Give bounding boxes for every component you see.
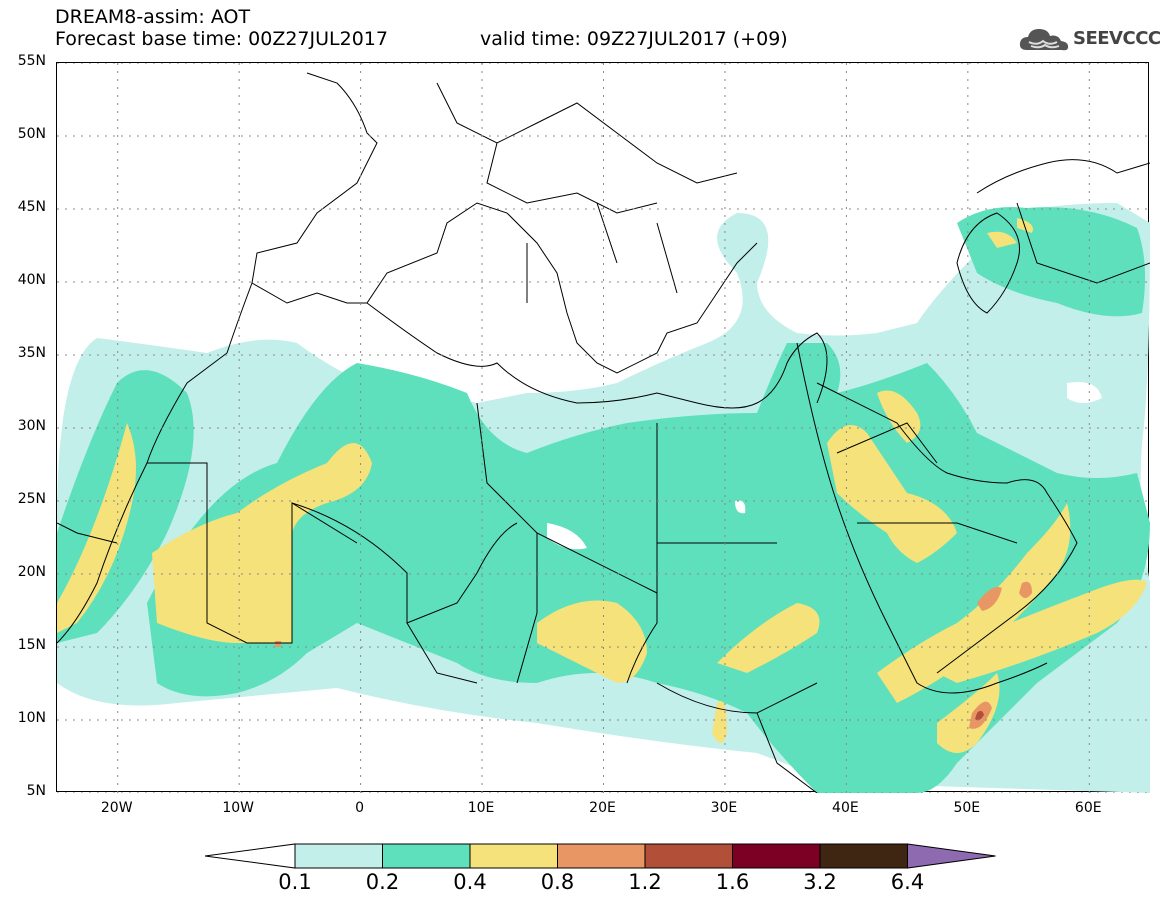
- longitude-label: 40E: [832, 800, 859, 816]
- color-bar-max-arrow: [907, 843, 996, 869]
- color-bar-cell: [557, 843, 646, 869]
- color-bar-label: 1.2: [628, 870, 662, 894]
- longitude-label: 50E: [953, 800, 981, 816]
- color-bar-cell: [819, 843, 908, 869]
- color-bar-label: 1.6: [715, 870, 750, 894]
- latitude-label: 30N: [17, 418, 46, 434]
- color-bar-cells: [205, 843, 996, 869]
- coastlines: [57, 72, 1150, 793]
- longitude-label: 0: [355, 800, 365, 816]
- longitude-label: 10W: [222, 800, 254, 816]
- color-bar-cell: [382, 843, 471, 869]
- latitude-label: 5N: [26, 783, 46, 799]
- logo-text: SEEVCCC: [1073, 28, 1161, 49]
- latitude-label: 55N: [17, 53, 46, 69]
- seevccc-logo: SEEVCCC: [1017, 22, 1161, 58]
- color-bar-label: 0.1: [278, 870, 312, 894]
- longitude-label: 10E: [467, 800, 495, 816]
- color-bar-label: 6.4: [890, 870, 925, 894]
- longitude-label: 20W: [100, 800, 133, 816]
- longitude-label: 60E: [1074, 800, 1102, 816]
- map-title: DREAM8-assim: AOT: [55, 6, 251, 28]
- valid-time: valid time: 09Z27JUL2017 (+09): [480, 28, 788, 50]
- color-bar-cell: [469, 843, 558, 869]
- color-bar-cell: [732, 843, 821, 869]
- color-bar-min-arrow: [205, 843, 296, 869]
- color-bar-label: 0.2: [365, 870, 400, 894]
- color-bar-cell: [644, 843, 733, 869]
- map-canvas: [57, 63, 1150, 793]
- aot-map: [56, 62, 1150, 793]
- latitude-label: 25N: [17, 491, 46, 507]
- color-bar-label: 3.2: [803, 870, 837, 894]
- longitude-label: 30E: [710, 800, 738, 816]
- latitude-label: 45N: [17, 199, 46, 215]
- latitude-label: 10N: [17, 710, 46, 726]
- color-bar-cell: [294, 843, 383, 869]
- latitude-label: 15N: [17, 637, 46, 653]
- latitude-label: 50N: [17, 126, 46, 142]
- forecast-base-time: Forecast base time: 00Z27JUL2017: [55, 28, 388, 50]
- color-bar-label: 0.8: [540, 870, 575, 894]
- color-bar: [205, 843, 996, 869]
- latitude-label: 20N: [17, 564, 46, 580]
- latitude-label: 40N: [17, 272, 46, 288]
- latitude-label: 35N: [17, 345, 46, 361]
- color-bar-label: 0.4: [453, 870, 487, 894]
- cloud-icon: [1019, 29, 1069, 51]
- longitude-label: 20E: [589, 800, 616, 816]
- graticule: [57, 63, 1150, 793]
- aot-field-1.2-1.6: [975, 710, 984, 721]
